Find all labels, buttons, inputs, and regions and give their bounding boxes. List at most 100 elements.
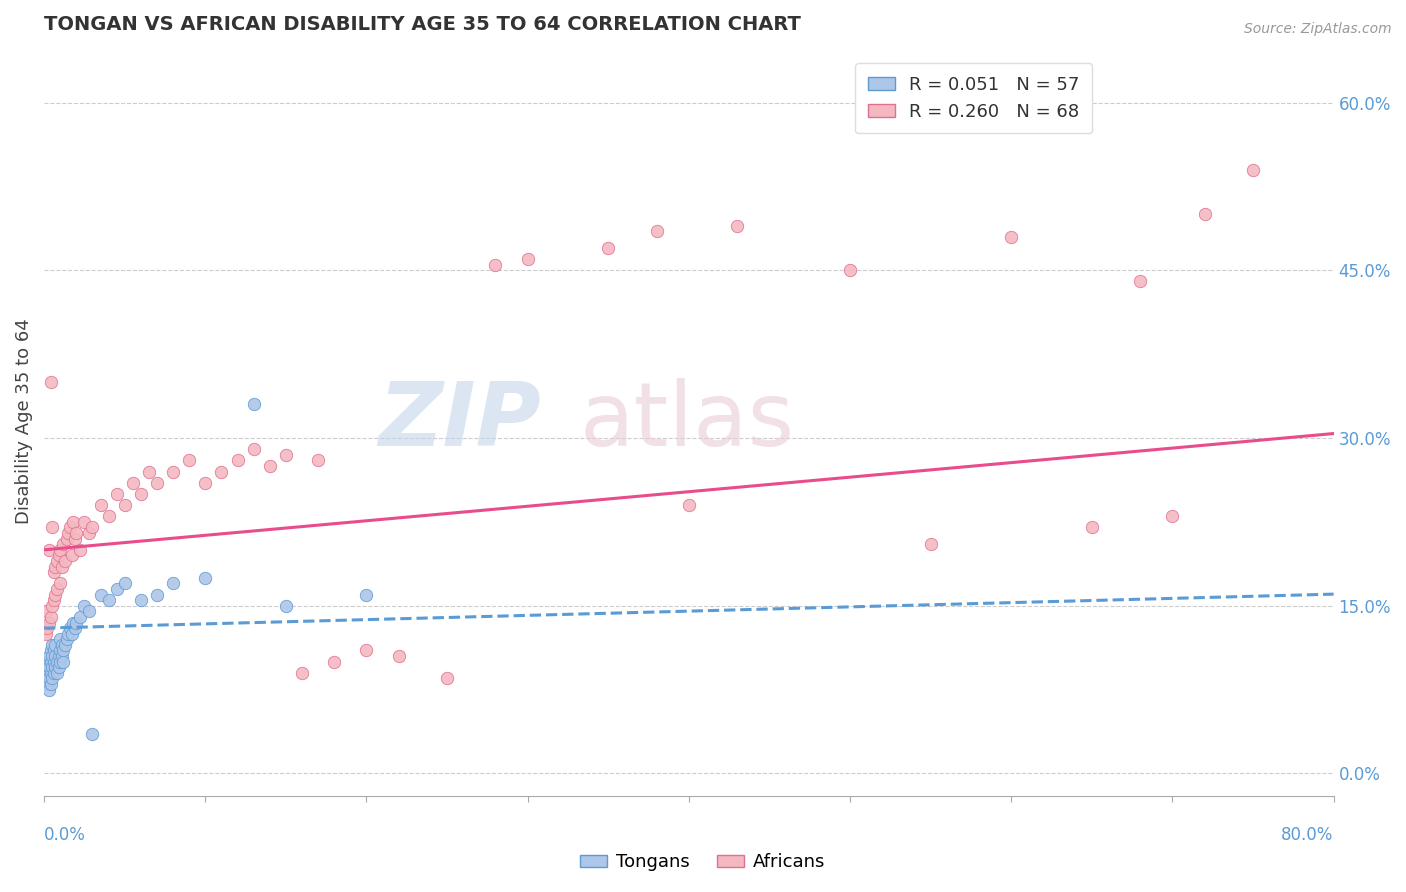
Point	[60, 549, 83, 563]
Point	[46, 554, 69, 568]
Point	[97, 509, 120, 524]
Text: atlas: atlas	[579, 377, 794, 465]
Point	[53, 638, 76, 652]
Legend: Tongans, Africans: Tongans, Africans	[574, 847, 832, 879]
Point	[356, 588, 378, 602]
Point	[52, 537, 75, 551]
Point	[291, 665, 314, 680]
Point	[146, 475, 169, 490]
Point	[62, 615, 84, 630]
Point	[209, 465, 232, 479]
Point	[39, 665, 62, 680]
Point	[38, 672, 60, 686]
Point	[39, 643, 62, 657]
Point	[129, 487, 152, 501]
Text: TONGAN VS AFRICAN DISABILITY AGE 35 TO 64 CORRELATION CHART: TONGAN VS AFRICAN DISABILITY AGE 35 TO 6…	[44, 15, 801, 34]
Point	[41, 649, 63, 664]
Point	[105, 487, 128, 501]
Point	[42, 655, 65, 669]
Point	[46, 655, 69, 669]
Point	[62, 515, 84, 529]
Point	[42, 565, 65, 579]
Point	[129, 593, 152, 607]
Point	[274, 599, 297, 613]
Point	[97, 593, 120, 607]
Point	[274, 448, 297, 462]
Point	[44, 660, 66, 674]
Point	[1241, 162, 1264, 177]
Point	[356, 643, 378, 657]
Point	[41, 672, 63, 686]
Point	[598, 241, 620, 255]
Text: Source: ZipAtlas.com: Source: ZipAtlas.com	[1244, 22, 1392, 37]
Point	[323, 655, 346, 669]
Point	[39, 375, 62, 389]
Point	[49, 643, 72, 657]
Text: 80.0%: 80.0%	[1281, 826, 1334, 844]
Point	[49, 542, 72, 557]
Point	[51, 559, 73, 574]
Point	[53, 554, 76, 568]
Point	[63, 621, 86, 635]
Point	[55, 532, 77, 546]
Point	[49, 655, 72, 669]
Point	[58, 526, 80, 541]
Point	[242, 397, 264, 411]
Point	[38, 660, 60, 674]
Point	[44, 638, 66, 652]
Point	[162, 465, 184, 479]
Point	[42, 665, 65, 680]
Point	[55, 632, 77, 647]
Point	[1129, 275, 1152, 289]
Point	[89, 498, 111, 512]
Point	[37, 621, 59, 635]
Point	[41, 520, 63, 534]
Point	[65, 615, 87, 630]
Point	[41, 660, 63, 674]
Point	[307, 453, 329, 467]
Point	[89, 588, 111, 602]
Point	[52, 655, 75, 669]
Point	[39, 655, 62, 669]
Point	[35, 672, 58, 686]
Point	[194, 571, 217, 585]
Point	[114, 576, 136, 591]
Point	[35, 604, 58, 618]
Point	[35, 660, 58, 674]
Point	[39, 677, 62, 691]
Point	[194, 475, 217, 490]
Point	[38, 542, 60, 557]
Point	[82, 727, 104, 741]
Point	[69, 542, 91, 557]
Point	[1161, 509, 1184, 524]
Point	[179, 453, 201, 467]
Point	[46, 582, 69, 596]
Point	[1194, 207, 1216, 221]
Point	[73, 515, 96, 529]
Point	[48, 649, 70, 664]
Point	[37, 677, 59, 691]
Point	[44, 559, 66, 574]
Point	[41, 638, 63, 652]
Point	[920, 537, 942, 551]
Point	[436, 672, 458, 686]
Y-axis label: Disability Age 35 to 64: Disability Age 35 to 64	[15, 318, 32, 524]
Point	[58, 626, 80, 640]
Point	[82, 520, 104, 534]
Point	[1000, 229, 1022, 244]
Point	[38, 615, 60, 630]
Point	[49, 632, 72, 647]
Text: 0.0%: 0.0%	[44, 826, 86, 844]
Point	[38, 649, 60, 664]
Point	[37, 665, 59, 680]
Point	[226, 453, 249, 467]
Point	[725, 219, 748, 233]
Point	[77, 526, 100, 541]
Point	[35, 626, 58, 640]
Point	[678, 498, 700, 512]
Point	[41, 599, 63, 613]
Point	[77, 604, 100, 618]
Point	[39, 610, 62, 624]
Point	[484, 258, 506, 272]
Point	[60, 626, 83, 640]
